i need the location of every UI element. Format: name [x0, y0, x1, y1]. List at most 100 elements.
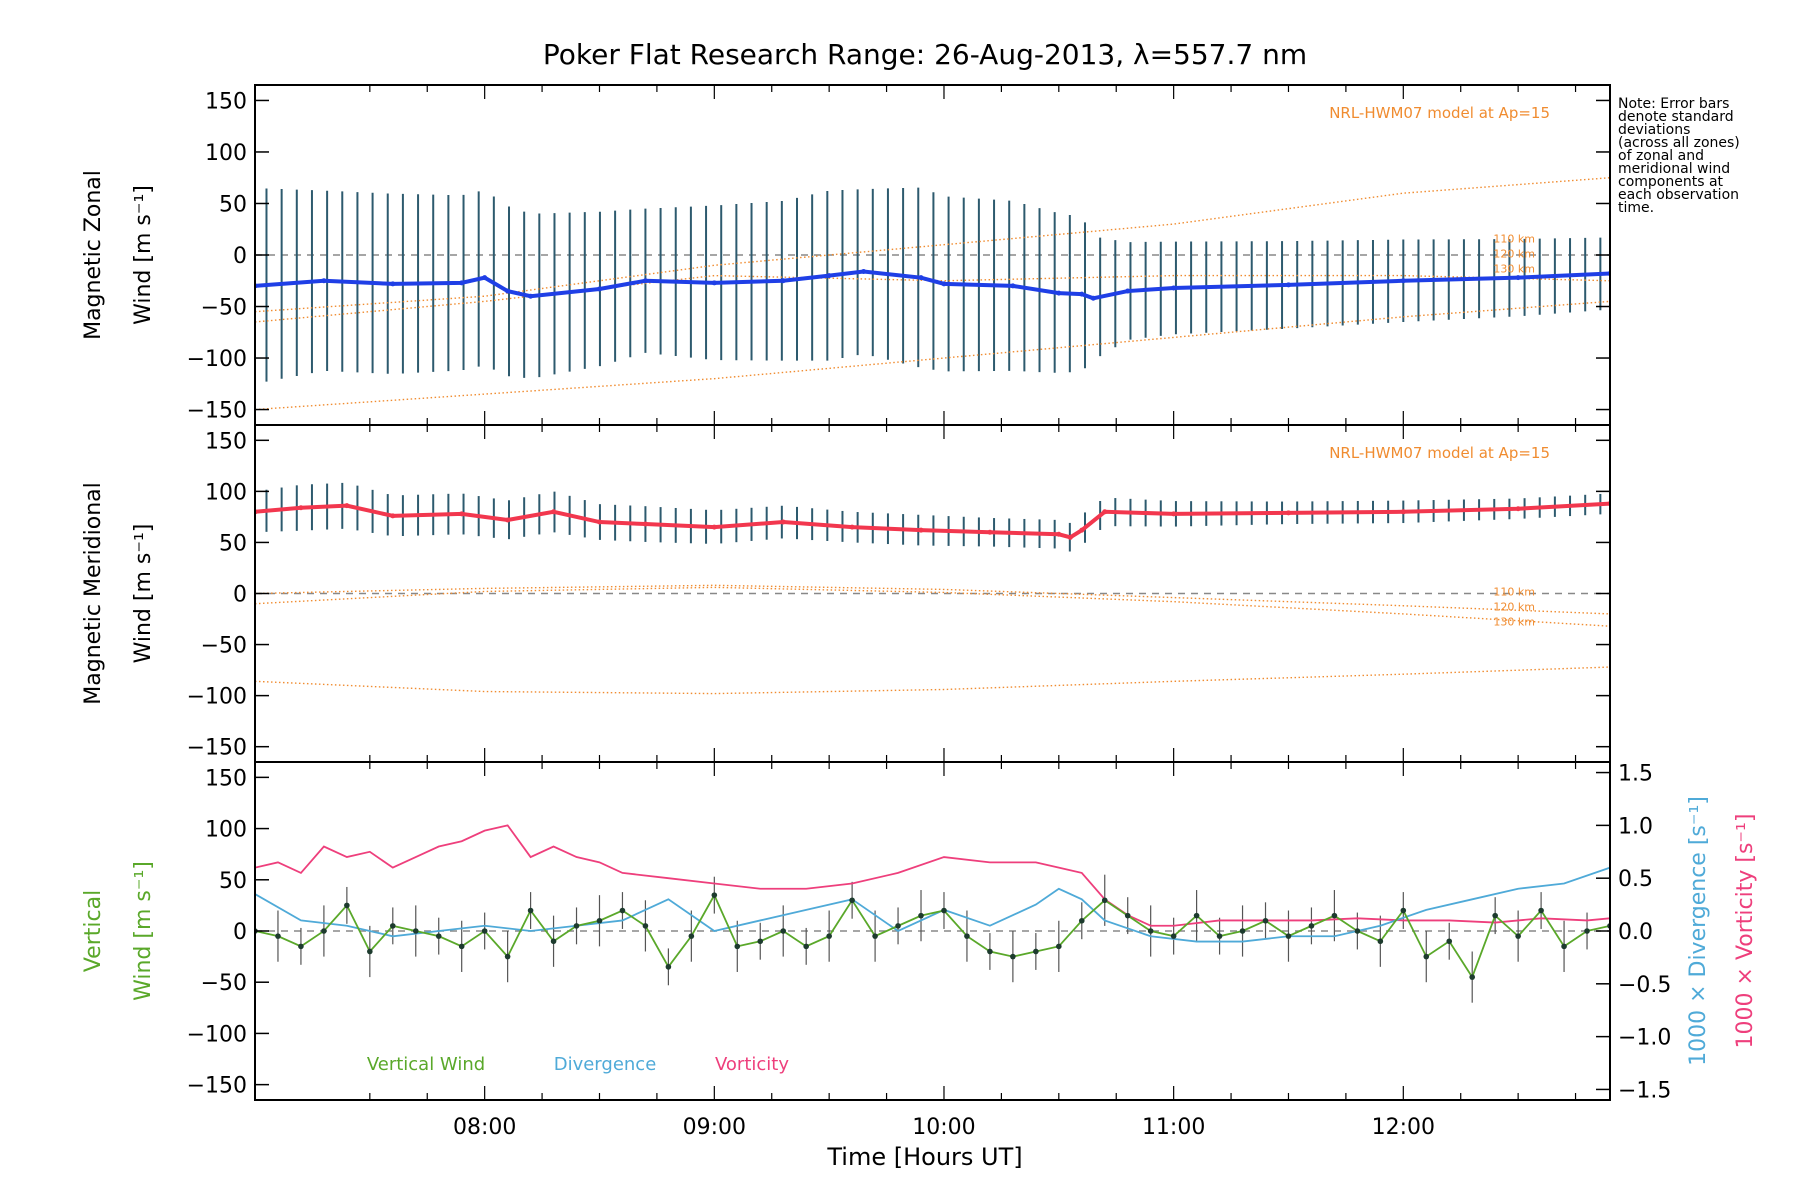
x-tick-label: 10:00 [912, 1115, 975, 1140]
y-tick-label: 100 [205, 141, 247, 166]
data-point [861, 268, 867, 274]
data-point [987, 529, 993, 535]
data-point [711, 280, 717, 286]
model-curve [255, 584, 1610, 615]
y-tick-label: 100 [205, 818, 247, 843]
data-point [596, 519, 602, 525]
y-axis-label-line: Magnetic Meridional [81, 482, 106, 704]
data-point [1078, 917, 1085, 924]
note-line: (across all zones) [1618, 135, 1740, 151]
data-point [482, 275, 488, 281]
y-tick-label: 150 [205, 89, 247, 114]
note-line: denote standard [1618, 109, 1734, 125]
y2-axis-label-line: 1000 × Divergence [s⁻¹] [1686, 796, 1711, 1066]
data-point [1423, 953, 1430, 960]
y-axis-label: Magnetic Meridional Wind [m s⁻¹] [81, 482, 156, 704]
data-point [918, 275, 924, 281]
data-point [803, 943, 809, 950]
data-point [1056, 943, 1062, 950]
data-point [298, 943, 304, 950]
y-tick-label: −100 [187, 1022, 247, 1047]
note-line: time. [1618, 200, 1654, 216]
data-point [826, 273, 832, 279]
y2-tick-label: 0.0 [1618, 920, 1653, 945]
note-line: deviations [1618, 122, 1690, 138]
data-point [941, 907, 947, 914]
data-point [1400, 278, 1406, 284]
data-point [1515, 933, 1521, 939]
data-point [711, 524, 717, 530]
legend-item: Divergence [554, 1054, 657, 1075]
data-point [1354, 928, 1361, 934]
data-point [1285, 510, 1291, 516]
data-point [1308, 923, 1315, 929]
data-point [1171, 285, 1177, 291]
y-tick-label: −100 [187, 685, 247, 710]
data-point [1124, 912, 1131, 919]
data-point [550, 938, 557, 945]
model-height-label: 130 km [1493, 263, 1535, 276]
data-point [1101, 897, 1108, 904]
note-line: meridional wind [1618, 161, 1730, 177]
data-point [504, 953, 511, 960]
y-tick-label: 150 [205, 429, 247, 454]
data-point [1193, 912, 1200, 919]
data-point [642, 521, 648, 527]
data-point [918, 912, 924, 919]
data-point [505, 288, 511, 294]
data-point [826, 933, 832, 939]
model-label: NRL-HWM07 model at Ap=15 [1329, 104, 1550, 122]
data-point [412, 928, 419, 934]
data-point [321, 928, 327, 934]
data-point [321, 278, 327, 284]
data-point [688, 933, 695, 939]
data-point [849, 897, 855, 904]
data-point [780, 519, 786, 525]
series-vertical-wind [255, 893, 1610, 980]
data-point [872, 933, 878, 939]
model-label: NRL-HWM07 model at Ap=15 [1329, 444, 1550, 462]
data-point [1010, 953, 1016, 960]
data-point [1469, 974, 1476, 980]
model-height-label: 120 km [1493, 601, 1535, 614]
x-tick-label: 08:00 [453, 1115, 516, 1140]
y2-tick-label: −1.5 [1618, 1078, 1671, 1103]
y2-axis-label-vorticity: 1000 × Vorticity [s⁻¹] [1733, 814, 1758, 1049]
y-tick-label: 0 [233, 244, 247, 269]
x-tick-label: 12:00 [1372, 1115, 1435, 1140]
data-point [1492, 912, 1498, 919]
data-point [275, 933, 281, 939]
data-point [1170, 933, 1177, 939]
y-tick-label: 50 [219, 192, 247, 217]
data-point [1067, 534, 1073, 540]
data-point [389, 923, 396, 929]
y-axis-label-line: Vertical [81, 890, 106, 972]
series-divergence [255, 866, 1610, 943]
data-point [1056, 531, 1062, 537]
data-point [1079, 527, 1085, 533]
data-point [1400, 509, 1406, 515]
series-vorticity [255, 824, 1610, 927]
plot-area [255, 482, 1610, 695]
y2-axis-label-line: 1000 × Vorticity [s⁻¹] [1733, 814, 1758, 1049]
data-point [1584, 928, 1590, 934]
panel-meridional: 150 100 50 0 −50 −100 −150 Magnetic Meridional W… [81, 424, 1611, 763]
x-tick-label: 11:00 [1142, 1115, 1205, 1140]
note-line: Note: Error bars [1618, 96, 1729, 112]
model-curve [255, 666, 1610, 695]
data-point [344, 902, 350, 909]
data-point [1285, 933, 1292, 939]
data-point [1538, 907, 1544, 914]
plot-area [255, 177, 1610, 411]
model-height-label: 110 km [1493, 586, 1535, 599]
model-height-label: 120 km [1493, 248, 1535, 261]
y-tick-label: 0 [233, 920, 247, 945]
model-height-label: 110 km [1493, 233, 1535, 246]
y2-tick-label: 0.5 [1618, 867, 1653, 892]
y2-tick-label: 1.5 [1618, 762, 1653, 787]
y-tick-label: −50 [201, 296, 247, 321]
data-point [711, 892, 718, 898]
data-point [390, 513, 396, 519]
data-point [596, 917, 603, 924]
